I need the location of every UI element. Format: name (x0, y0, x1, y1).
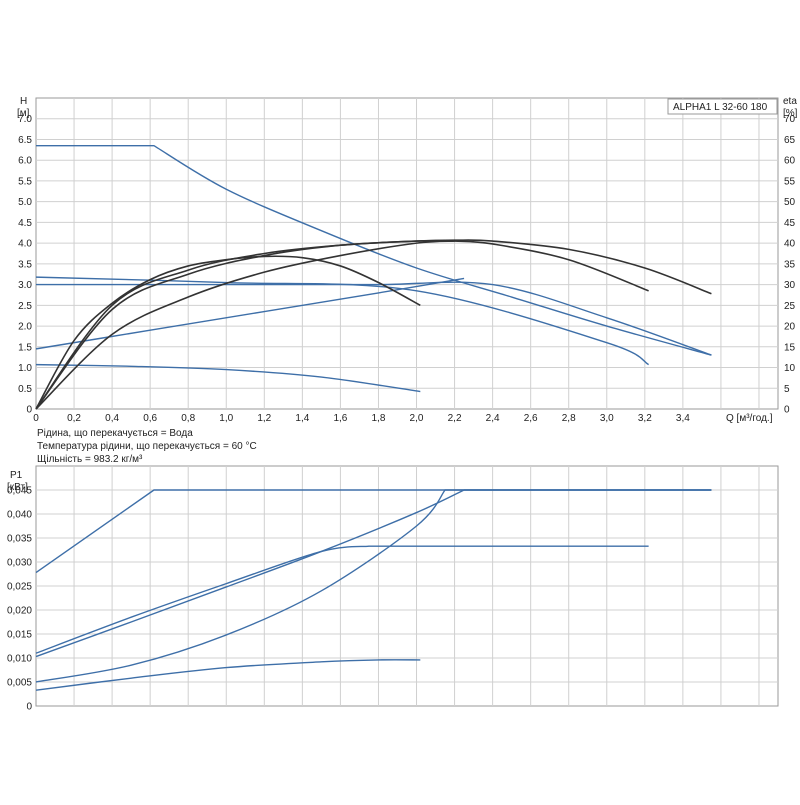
eta-axis-label: eta (783, 96, 797, 107)
head-x-tick-label: 2,4 (486, 413, 500, 424)
power-y-tick-label: 0,010 (7, 654, 32, 665)
head-x-tick-label: 2,2 (448, 413, 462, 424)
head-x-tick-label: 2,0 (410, 413, 424, 424)
head-plot-frame (35, 97, 779, 410)
power-y-tick-label: 0,025 (7, 582, 32, 593)
eta-y-tick-label: 20 (784, 322, 796, 333)
head-x-tick-label: 0 (33, 413, 39, 424)
head-y-tick-label: 3.5 (18, 259, 32, 270)
eta-y-tick-label: 35 (784, 259, 796, 270)
head-y-tick-label: 5.5 (18, 176, 32, 187)
head-y-tick-label: 1.0 (18, 363, 32, 374)
power-y-tick-label: 0,005 (7, 678, 32, 689)
power-y-tick-label: 0 (26, 702, 32, 713)
eta-y-tick-label: 45 (784, 218, 796, 229)
head-chart-grid (35, 97, 779, 410)
eta-y-tick-label: 15 (784, 342, 796, 353)
power-curve (35, 545, 649, 654)
power-y-tick-label: 0,020 (7, 606, 32, 617)
eta-y-tick-label: 10 (784, 363, 796, 374)
eta-y-tick-label: 25 (784, 301, 796, 312)
title-box (667, 98, 778, 115)
efficiency-curve (35, 240, 455, 410)
power-axis-unit: [кВт] (7, 482, 28, 493)
head-x-tick-label: 0,8 (181, 413, 195, 424)
head-y-tick-label: 2.5 (18, 301, 32, 312)
fluid-info: Рідина, що перекачується = Вода (37, 428, 193, 439)
chart-title: ALPHA1 L 32-60 180 (673, 102, 768, 113)
eta-y-tick-label: 50 (784, 197, 796, 208)
head-y-tick-label: 6.0 (18, 156, 32, 167)
head-y-tick-label: 5.0 (18, 197, 32, 208)
head-curve (35, 363, 421, 393)
head-y-tick-label: 0.5 (18, 384, 32, 395)
density-info: Щільність = 983.2 кг/м³ (37, 454, 143, 465)
head-chart-series (35, 144, 712, 410)
head-x-tick-label: 3,2 (638, 413, 652, 424)
power-y-tick-label: 0,030 (7, 558, 32, 569)
head-x-tick-label: 3,0 (600, 413, 614, 424)
eta-axis-unit: [%] (783, 108, 798, 119)
head-y-tick-label: 3.0 (18, 280, 32, 291)
head-curve (36, 144, 712, 356)
power-curve (35, 489, 712, 683)
head-axis-unit: [м] (17, 108, 30, 119)
power-curve (35, 489, 712, 658)
eta-y-tick-label: 0 (784, 405, 790, 416)
head-x-tick-label: 0,6 (143, 413, 157, 424)
power-y-tick-label: 0,040 (7, 510, 32, 521)
head-x-tick-label: 1,0 (219, 413, 233, 424)
head-y-tick-label: 0 (26, 405, 32, 416)
eta-y-tick-label: 60 (784, 156, 796, 167)
power-axis-label: P1 (10, 470, 23, 481)
head-axis-label: H (20, 96, 27, 107)
power-chart-grid (35, 465, 779, 707)
head-y-tick-label: 2.0 (18, 322, 32, 333)
head-y-tick-label: 7.0 (18, 114, 32, 125)
power-y-tick-label: 0,015 (7, 630, 32, 641)
chart-labels: 0 0,2 0,4 0,6 0,8 1,0 1,2 1,4 1,6 1,8 2,0 2,2 2,4 2,6… (7, 96, 798, 713)
eta-y-tick-label: 30 (784, 280, 796, 291)
head-y-tick-label: 4.5 (18, 218, 32, 229)
head-x-tick-label: 3,4 (676, 413, 690, 424)
head-x-tick-label: 1,4 (295, 413, 309, 424)
head-x-tick-label: 2,8 (562, 413, 576, 424)
power-y-tick-label: 0,035 (7, 534, 32, 545)
power-chart-series (35, 489, 712, 691)
head-x-tick-label: 0,2 (67, 413, 81, 424)
head-y-tick-label: 6.5 (18, 135, 32, 146)
head-x-tick-label: 0,4 (105, 413, 119, 424)
flow-axis-label: Q [м³/год.] (726, 413, 773, 424)
head-x-tick-label: 1,2 (257, 413, 271, 424)
power-y-tick-label: 0,045 (7, 486, 32, 497)
eta-y-tick-label: 5 (784, 384, 790, 395)
efficiency-curve (35, 239, 712, 410)
eta-y-tick-label: 55 (784, 176, 796, 187)
head-x-tick-label: 1,6 (333, 413, 347, 424)
eta-y-tick-label: 40 (784, 239, 796, 250)
temperature-info: Температура рідини, що перекачується = 6… (37, 441, 257, 452)
head-x-tick-label: 2,6 (524, 413, 538, 424)
head-curve (36, 281, 712, 356)
head-y-tick-label: 4.0 (18, 239, 32, 250)
head-x-tick-label: 1,8 (372, 413, 386, 424)
power-curve (35, 659, 421, 691)
eta-y-tick-label: 70 (784, 114, 796, 125)
eta-y-tick-label: 65 (784, 135, 796, 146)
head-y-tick-label: 1.5 (18, 342, 32, 353)
